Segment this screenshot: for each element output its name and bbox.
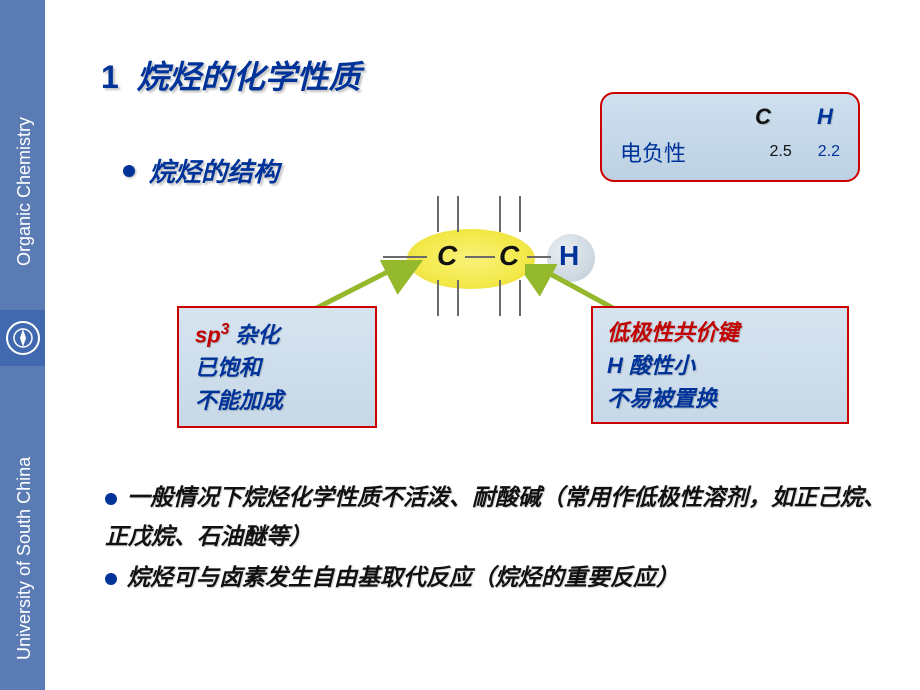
table-row-label: 电负性 (620, 136, 770, 168)
left-info-box: sp3 杂化 已饱和 不能加成 (177, 306, 377, 428)
atom-c1: C (437, 240, 457, 272)
bullet-dot-icon (123, 165, 135, 177)
left-box-line2: 已饱和 (195, 351, 359, 384)
right-box-line2: H 酸性小 (607, 349, 833, 382)
electronegativity-table: C H 电负性 2.5 2.2 (600, 92, 860, 182)
bond-line (437, 280, 439, 316)
slide-title: 1 烷烃的化学性质 (101, 52, 361, 98)
right-box-line1: 低极性共价键 (607, 316, 833, 349)
title-number: 1 (101, 59, 119, 95)
paragraph-1-text: 一般情况下烷烃化学性质不活泼、耐酸碱（常用作低极性溶剂，如正己烷、正戊烷、石油醚… (105, 484, 886, 549)
paragraph-1: 一般情况下烷烃化学性质不活泼、耐酸碱（常用作低极性溶剂，如正己烷、正戊烷、石油醚… (105, 478, 895, 556)
bond-line (527, 256, 551, 258)
sidebar-bottom: University of South China (0, 366, 45, 690)
table-header-c: C (748, 104, 778, 130)
right-info-box: 低极性共价键 H 酸性小 不易被置换 (591, 306, 849, 424)
university-logo (0, 310, 45, 366)
sidebar-text-top: Organic Chemistry (14, 36, 35, 266)
table-header-row: C H (620, 104, 840, 130)
table-value-c: 2.5 (770, 143, 792, 161)
left-box-line1: sp3 杂化 (195, 318, 359, 351)
bond-line (457, 280, 459, 316)
subtitle-text: 烷烃的结构 (149, 152, 279, 189)
bullet-dot-icon (105, 573, 117, 585)
atom-c2: C (499, 240, 519, 272)
left-box-line3: 不能加成 (195, 384, 359, 417)
bond-line (383, 256, 427, 258)
bond-line (519, 196, 521, 232)
bond-line (457, 196, 459, 232)
subtitle-bullet: 烷烃的结构 (123, 152, 279, 189)
table-value-h: 2.2 (818, 143, 840, 161)
bond-line (465, 256, 495, 258)
bond-line (519, 280, 521, 316)
slide-content: 1 烷烃的化学性质 烷烃的结构 C H 电负性 2.5 2.2 (45, 0, 920, 690)
right-box-line3: 不易被置换 (607, 382, 833, 415)
bond-line (499, 280, 501, 316)
sidebar-text-bottom: University of South China (14, 380, 35, 660)
sidebar-top: Organic Chemistry (0, 0, 45, 310)
table-body-row: 电负性 2.5 2.2 (620, 136, 840, 168)
paragraph-2-text: 烷烃可与卤素发生自由基取代反应（烷烃的重要反应） (127, 564, 679, 590)
sidebar: Organic Chemistry University of South Ch… (0, 0, 45, 690)
bullet-dot-icon (105, 493, 117, 505)
bond-line (499, 196, 501, 232)
bond-line (437, 196, 439, 232)
table-header-h: H (810, 104, 840, 130)
title-text: 烷烃的化学性质 (137, 59, 361, 95)
paragraph-2: 烷烃可与卤素发生自由基取代反应（烷烃的重要反应） (105, 558, 895, 597)
